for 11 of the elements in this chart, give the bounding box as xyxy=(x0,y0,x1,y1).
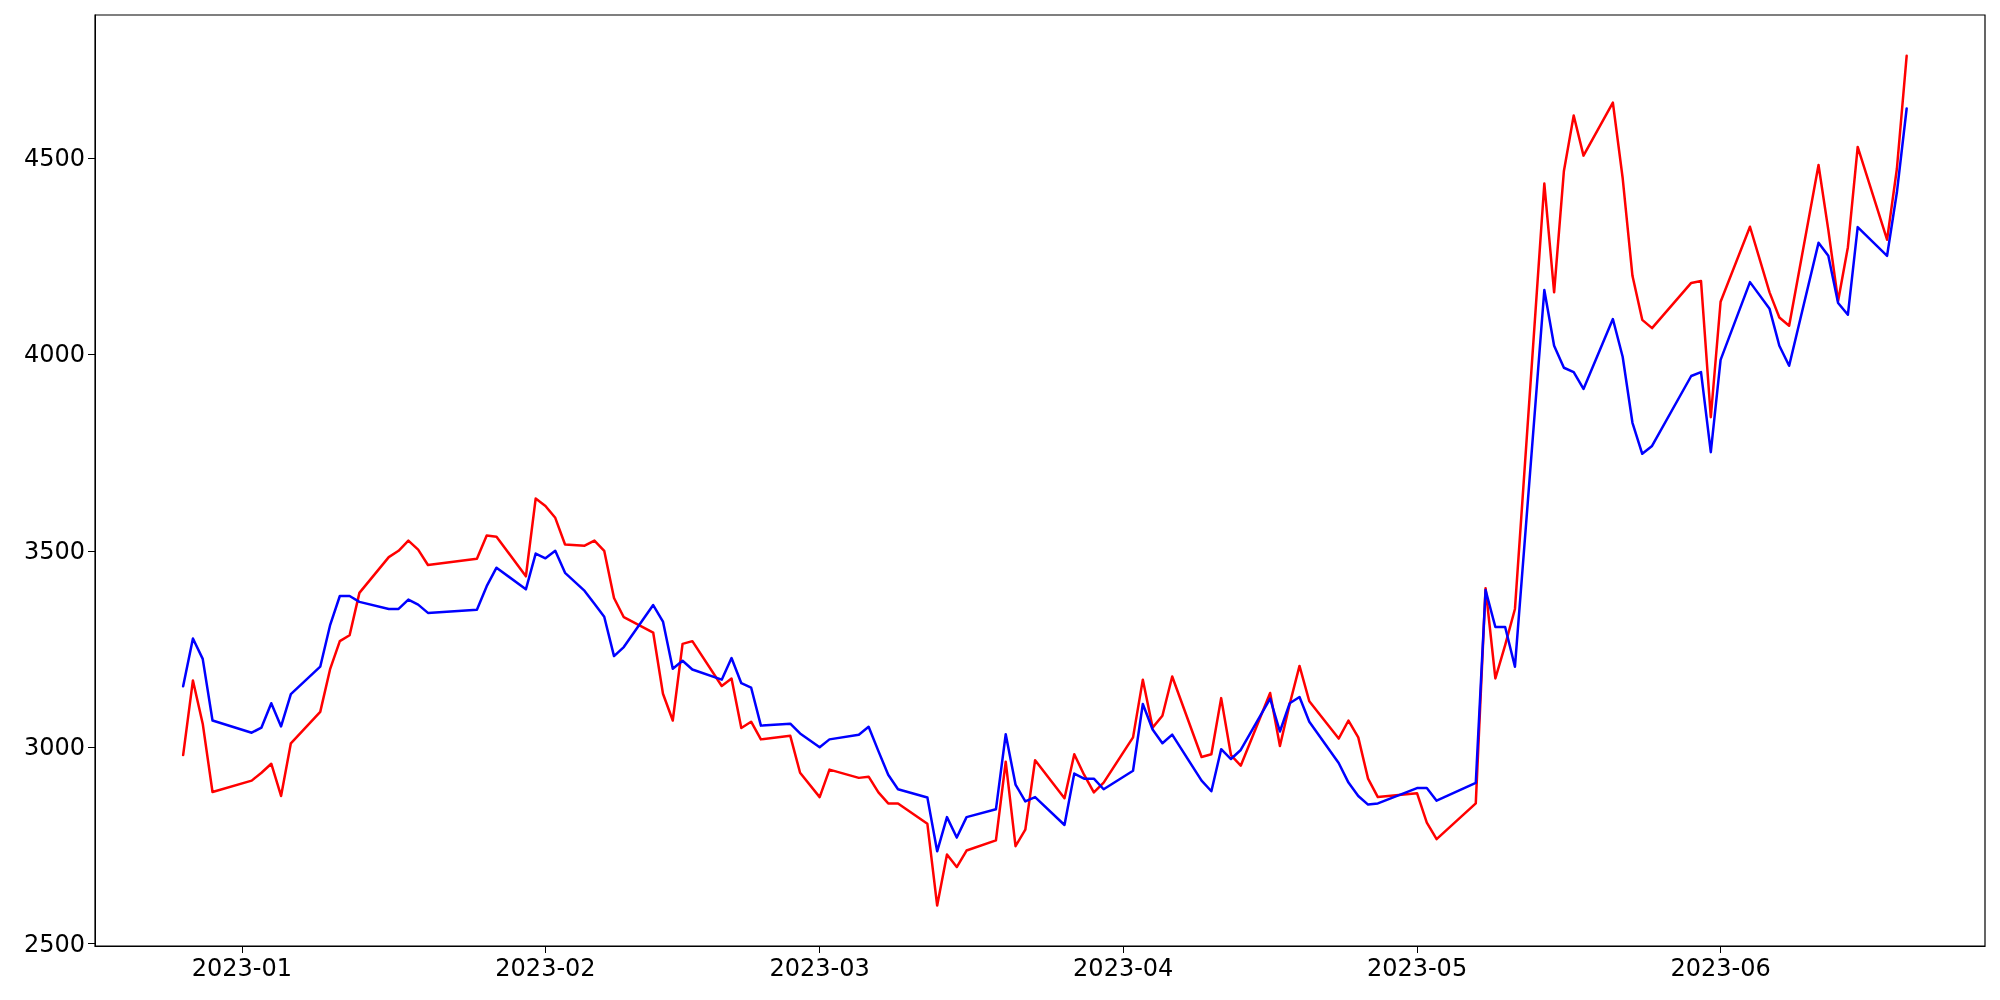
y-tick-label: 4500 xyxy=(23,143,85,172)
x-tick-label: 2023-02 xyxy=(495,954,596,982)
y-tick-label: 3000 xyxy=(23,733,85,762)
x-tick-label: 2023-06 xyxy=(1670,954,1771,982)
x-tick-label: 2023-01 xyxy=(191,954,293,982)
x-tick-label: 2023-03 xyxy=(769,954,870,982)
y-tick-label: 3500 xyxy=(23,536,85,565)
x-tick-label: 2023-04 xyxy=(1073,954,1174,982)
y-tick-label: 2500 xyxy=(23,929,85,958)
x-tick-label: 2023-05 xyxy=(1366,954,1468,982)
y-tick-label: 4000 xyxy=(23,340,85,369)
